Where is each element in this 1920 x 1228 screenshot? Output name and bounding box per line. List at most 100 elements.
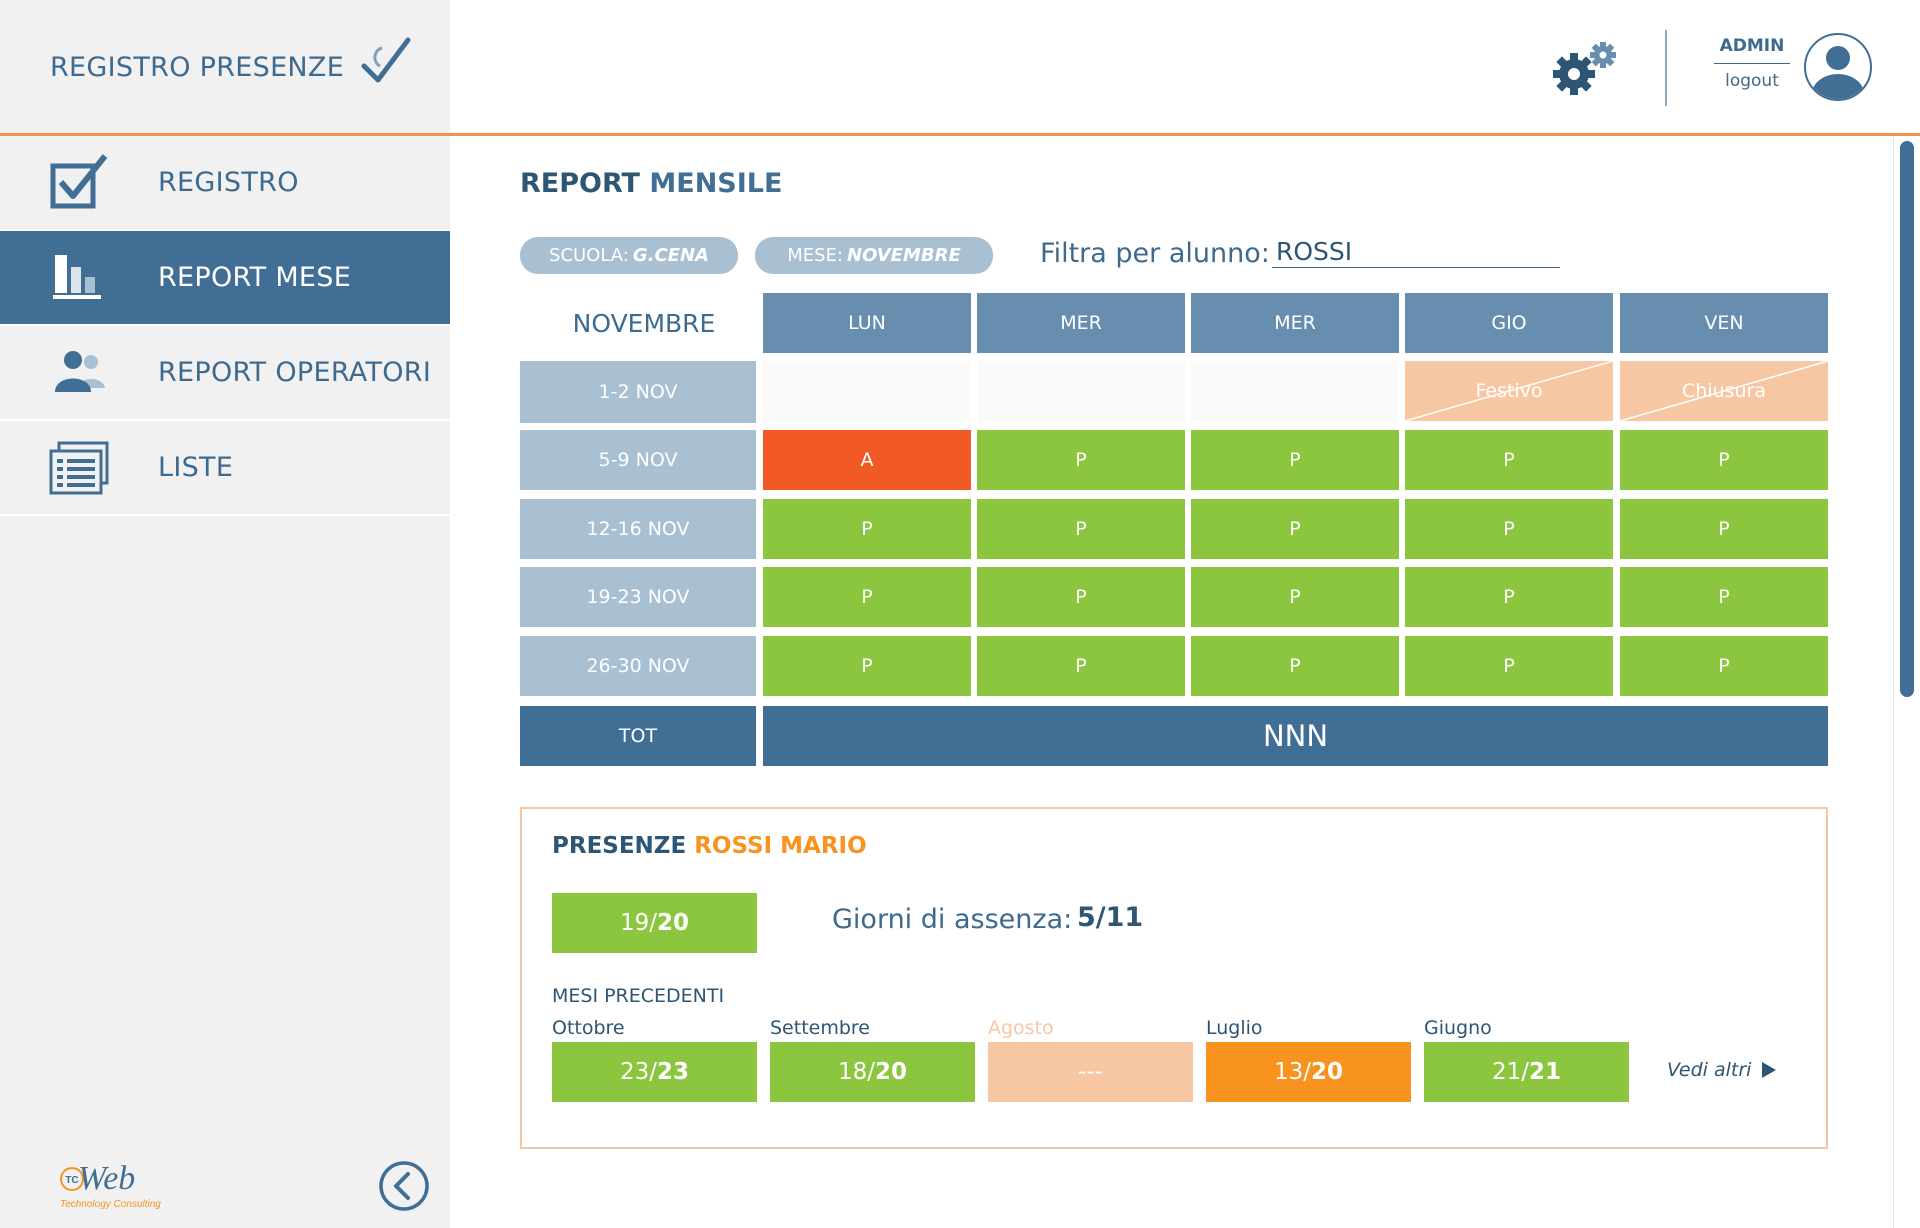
previous-month-label: Giugno (1424, 1017, 1492, 1039)
sidebar-item-liste[interactable]: LISTE (0, 421, 450, 516)
score-den: 21 (1529, 1059, 1562, 1085)
month-filter-pill[interactable]: MESE: NOVEMBRE (755, 237, 993, 274)
cell-text: Chiusura (1681, 380, 1767, 402)
attendance-cell[interactable]: P (1405, 636, 1613, 696)
week-label: 1-2 NOV (520, 361, 756, 423)
collapse-sidebar-button[interactable] (378, 1160, 430, 1212)
sidebar-nav: REGISTRO REPORT MESE REPORT OPERATORI LI… (0, 136, 450, 516)
attendance-cell[interactable]: P (763, 567, 971, 627)
attendance-cell[interactable]: P (977, 636, 1185, 696)
previous-month-agosto[interactable]: Agosto --- (988, 1017, 1193, 1102)
attendance-cell[interactable]: P (763, 499, 971, 559)
brand-check-icon (361, 37, 411, 83)
attendance-cell-holiday[interactable]: Festivo (1405, 361, 1613, 421)
attendance-cell[interactable] (1191, 361, 1399, 423)
attendance-cell[interactable]: P (1405, 567, 1613, 627)
page-title-accent: MENSILE (649, 168, 783, 199)
previous-month-score: 21/21 (1424, 1042, 1629, 1102)
total-value: NNN (763, 706, 1828, 766)
svg-text:TC: TC (65, 1175, 78, 1186)
previous-month-label: Agosto (988, 1017, 1054, 1039)
previous-month-label: Luglio (1206, 1017, 1263, 1039)
week-label: 19-23 NOV (520, 567, 756, 627)
attendance-cell[interactable]: P (977, 430, 1185, 490)
attendance-cell[interactable]: P (977, 567, 1185, 627)
holiday-stripe-icon (1405, 361, 1613, 421)
day-header: LUN (763, 293, 971, 353)
school-label: SCUOLA: (549, 245, 629, 266)
attendance-cell[interactable]: P (1405, 430, 1613, 490)
previous-month-settembre[interactable]: Settembre 18/20 (770, 1017, 975, 1102)
user-block: ADMIN logout (1700, 36, 1804, 91)
total-label: TOT (520, 706, 756, 766)
avatar-icon[interactable] (1803, 32, 1873, 102)
company-logo: TC Web Technology Consulting (60, 1160, 161, 1210)
previous-month-ottobre[interactable]: Ottobre 23/23 (552, 1017, 757, 1102)
bar-chart-icon (0, 247, 158, 309)
previous-month-score: --- (988, 1042, 1193, 1102)
student-name: ROSSI MARIO (694, 833, 867, 859)
attendance-cell[interactable]: P (1620, 430, 1828, 490)
see-more-label: Vedi altri (1667, 1059, 1752, 1081)
score-num: 23 (619, 1059, 650, 1085)
attendance-cell[interactable]: P (763, 636, 971, 696)
app-title: REGISTRO PRESENZE (50, 51, 345, 83)
sidebar-item-report-mese[interactable]: REPORT MESE (0, 231, 450, 326)
attendance-cell[interactable] (763, 361, 971, 423)
month-label: MESE: (787, 245, 844, 266)
day-header: VEN (1620, 293, 1828, 353)
previous-month-giugno[interactable]: Giugno 21/21 (1424, 1017, 1629, 1102)
day-header: GIO (1405, 293, 1613, 353)
settings-gear-icon[interactable] (1550, 38, 1622, 98)
attendance-cell[interactable]: P (1620, 567, 1828, 627)
week-label: 26-30 NOV (520, 636, 756, 696)
user-name: ADMIN (1714, 36, 1790, 64)
previous-month-score: 18/20 (770, 1042, 975, 1102)
grid-month-label: NOVEMBRE (572, 308, 716, 338)
absence-label: Giorni di assenza: (832, 904, 1073, 935)
attendance-cell[interactable]: P (1405, 499, 1613, 559)
scrollbar-thumb[interactable] (1900, 141, 1914, 697)
previous-month-luglio[interactable]: Luglio 13/20 (1206, 1017, 1411, 1102)
attendance-cell-holiday[interactable]: Chiusura (1620, 361, 1828, 421)
school-filter-pill[interactable]: SCUOLA: G.CENA (520, 237, 738, 274)
score-num: 21 (1491, 1059, 1522, 1085)
score-num: 18 (837, 1059, 868, 1085)
score-den: 20 (657, 910, 690, 936)
sidebar-item-report-operatori[interactable]: REPORT OPERATORI (0, 326, 450, 421)
attendance-cell[interactable]: P (1191, 636, 1399, 696)
svg-text:Web: Web (78, 1160, 135, 1197)
attendance-cell[interactable]: P (1191, 499, 1399, 559)
attendance-cell[interactable]: P (1191, 567, 1399, 627)
week-label: 5-9 NOV (520, 430, 756, 490)
current-month-score: 19/20 (552, 893, 757, 953)
cell-text: Festivo (1475, 380, 1543, 402)
attendance-cell[interactable]: P (1191, 430, 1399, 490)
day-header: MER (1191, 293, 1399, 353)
brand: REGISTRO PRESENZE (0, 0, 450, 134)
sidebar-item-label: REPORT MESE (158, 262, 352, 293)
page-title: REPORT MENSILE (520, 168, 782, 199)
previous-month-label: Ottobre (552, 1017, 625, 1039)
logout-link[interactable]: logout (1725, 71, 1779, 91)
sidebar-item-label: REGISTRO (158, 167, 299, 198)
score-num: --- (1078, 1059, 1103, 1085)
attendance-cell[interactable]: P (977, 499, 1185, 559)
svg-text:Technology Consulting: Technology Consulting (60, 1199, 161, 1210)
see-more-link[interactable]: Vedi altri (1667, 1059, 1777, 1081)
checkbox-icon (0, 152, 158, 214)
month-value: NOVEMBRE (847, 245, 961, 266)
attendance-cell[interactable]: P (1620, 499, 1828, 559)
sidebar-item-registro[interactable]: REGISTRO (0, 136, 450, 231)
student-filter-input[interactable] (1272, 236, 1560, 268)
student-presence-panel: PRESENZE ROSSI MARIO 19/20 Giorni di ass… (520, 807, 1828, 1149)
list-icon (0, 437, 158, 499)
page-title-prefix: REPORT (520, 168, 640, 199)
attendance-cell[interactable] (977, 361, 1185, 423)
sidebar-item-label: REPORT OPERATORI (158, 357, 432, 388)
attendance-cell[interactable]: P (1620, 636, 1828, 696)
previous-month-label: Settembre (770, 1017, 870, 1039)
score-num: 19 (619, 910, 650, 936)
score-den: 20 (875, 1059, 908, 1085)
attendance-cell[interactable]: A (763, 430, 971, 490)
